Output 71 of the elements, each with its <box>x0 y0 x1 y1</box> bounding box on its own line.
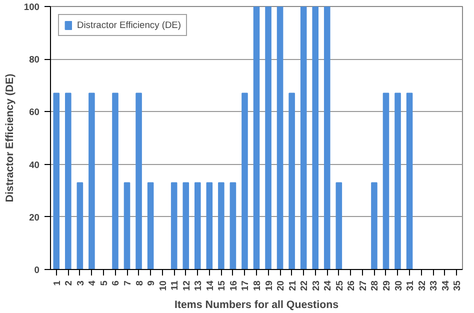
x-tick-label: 33 <box>428 280 439 291</box>
bar <box>136 92 142 270</box>
x-tick-label: 21 <box>287 280 298 291</box>
bar <box>336 182 342 270</box>
x-tick-label: 14 <box>204 280 215 291</box>
bar <box>253 6 260 270</box>
bar <box>288 92 295 270</box>
x-tick-label: 4 <box>87 280 98 286</box>
x-tick-label: 5 <box>98 280 109 286</box>
bar <box>53 92 60 270</box>
bar <box>170 182 178 270</box>
x-tick-label: 26 <box>346 280 356 291</box>
bar <box>276 6 284 270</box>
y-tick-label: 100 <box>24 2 40 12</box>
bar <box>242 92 248 270</box>
x-tick-label: 20 <box>276 280 286 291</box>
x-tick-label: 32 <box>416 280 427 291</box>
bar <box>230 182 236 270</box>
x-tick-label: 30 <box>393 280 404 291</box>
bar <box>124 182 130 270</box>
x-tick-label: 27 <box>358 280 368 291</box>
x-tick-label: 34 <box>440 280 450 291</box>
x-tick-label: 15 <box>216 280 227 291</box>
bar <box>394 92 401 270</box>
y-tick-label: 20 <box>29 212 40 222</box>
bar <box>182 182 190 270</box>
legend-label: Distractor Efficiency (DE) <box>77 20 182 30</box>
x-tick-label: 7 <box>122 280 133 286</box>
bar <box>206 182 213 270</box>
x-tick-label: 2 <box>64 280 74 286</box>
bar <box>218 182 224 270</box>
bar <box>147 182 154 270</box>
x-tick-label: 13 <box>193 280 204 291</box>
x-tick-label: 31 <box>405 280 416 291</box>
bar <box>300 6 307 270</box>
bar <box>382 92 390 270</box>
y-tick-label: 60 <box>29 107 40 118</box>
x-tick-label: 28 <box>370 280 380 291</box>
x-tick-label: 19 <box>264 280 274 291</box>
x-tick-label: 16 <box>228 280 238 291</box>
x-tick-label: 3 <box>75 280 86 286</box>
bar <box>76 182 84 270</box>
bar <box>65 92 72 270</box>
x-tick-label: 18 <box>252 280 262 291</box>
bar <box>371 182 378 270</box>
x-tick-label: 12 <box>181 280 192 291</box>
bar <box>112 92 118 270</box>
x-tick-label: 8 <box>134 280 144 286</box>
x-tick-label: 35 <box>452 280 462 291</box>
x-tick-label: 11 <box>170 280 180 290</box>
y-tick-label: 80 <box>29 54 40 65</box>
y-tick-label: 0 <box>34 265 40 275</box>
x-tick-label: 25 <box>334 280 344 291</box>
x-tick-label: 24 <box>322 280 333 291</box>
x-axis-title: Items Numbers for all Questions <box>174 298 339 311</box>
x-tick-label: 17 <box>240 280 250 291</box>
bar <box>88 92 95 270</box>
bar <box>312 6 319 270</box>
bar <box>324 6 330 270</box>
x-tick-label: 22 <box>299 280 310 291</box>
x-tick-label: 23 <box>310 280 321 291</box>
x-tick-label: 10 <box>158 280 168 291</box>
x-tick-label: 29 <box>381 280 392 291</box>
y-tick-label: 40 <box>29 160 40 170</box>
bar <box>406 92 413 270</box>
x-tick-label: 9 <box>146 280 156 286</box>
x-tick-label: 1 <box>52 280 62 286</box>
bar <box>194 182 201 270</box>
bar <box>265 6 272 270</box>
y-axis-title: Distractor Efficiency (DE) <box>4 73 16 202</box>
x-tick-label: 6 <box>110 280 121 286</box>
